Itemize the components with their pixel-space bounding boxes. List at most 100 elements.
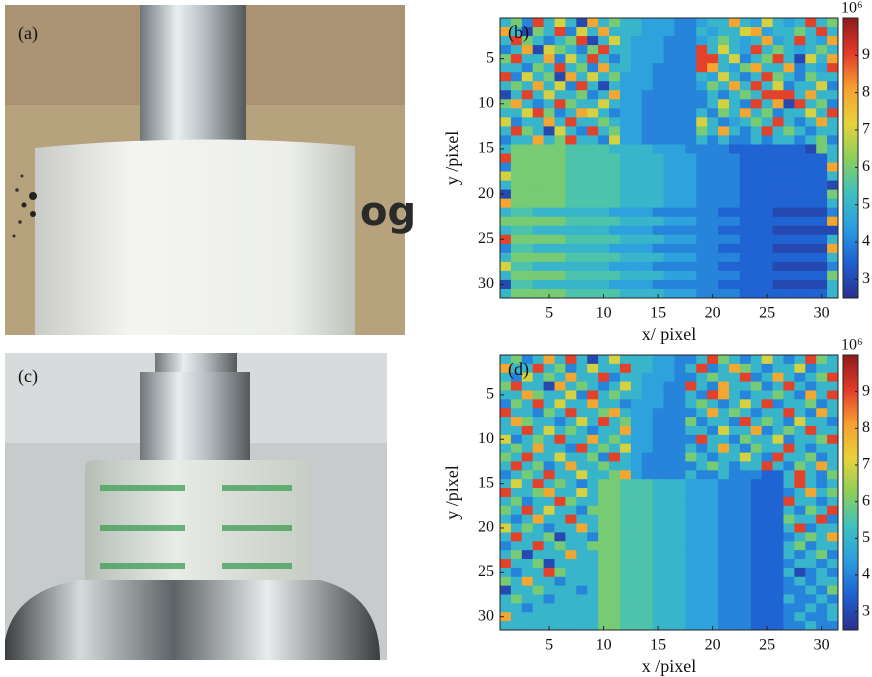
- heatmap-cell: [816, 435, 827, 444]
- heatmap-cell: [555, 364, 566, 373]
- heatmap-cell: [511, 408, 522, 417]
- heatmap-cell: [631, 36, 642, 45]
- heatmap-cell: [533, 208, 544, 217]
- heatmap-cell: [653, 595, 664, 604]
- heatmap-cell: [555, 479, 566, 488]
- heatmap-cell: [674, 515, 685, 524]
- y-tick-label: 5: [486, 49, 494, 66]
- heatmap-cell: [696, 172, 707, 181]
- heatmap-cell: [718, 550, 729, 559]
- heatmap-cell: [773, 453, 784, 462]
- heatmap-cell: [685, 235, 696, 244]
- heatmap-cell: [587, 382, 598, 391]
- heatmap-cell: [642, 81, 653, 90]
- heatmap-cell: [707, 497, 718, 506]
- heatmap-cell: [620, 603, 631, 612]
- heatmap-cell: [773, 135, 784, 144]
- heatmap-cell: [642, 99, 653, 108]
- heatmap-cell: [620, 144, 631, 153]
- heatmap-cell: [664, 153, 675, 162]
- heatmap-cell: [729, 568, 740, 577]
- heatmap-cell: [555, 497, 566, 506]
- heatmap-cell: [794, 417, 805, 426]
- heatmap-cell: [555, 559, 566, 568]
- heatmap-cell: [729, 453, 740, 462]
- heatmap-cell: [794, 532, 805, 541]
- heatmap-cell: [664, 72, 675, 81]
- heatmap-cell: [729, 497, 740, 506]
- heatmap-cell: [816, 453, 827, 462]
- heatmap-cell: [598, 244, 609, 253]
- heatmap-cell: [631, 586, 642, 595]
- heatmap-cell: [598, 515, 609, 524]
- heatmap-cell: [544, 108, 555, 117]
- heatmap-cell: [827, 417, 838, 426]
- heatmap-cell: [696, 54, 707, 63]
- heatmap-cell: [653, 217, 664, 226]
- heatmap-cell: [816, 461, 827, 470]
- heatmap-cell: [740, 461, 751, 470]
- heatmap-cell: [783, 208, 794, 217]
- heatmap-cell: [696, 153, 707, 162]
- heatmap-cell: [674, 577, 685, 586]
- colorbar: [843, 18, 858, 298]
- heatmap-cell: [664, 497, 675, 506]
- heatmap-cell: [805, 524, 816, 533]
- heatmap-cell: [642, 235, 653, 244]
- heatmap-cell: [555, 595, 566, 604]
- heatmap-cell: [522, 108, 533, 117]
- heatmap-cell: [631, 595, 642, 604]
- heatmap-cell: [674, 417, 685, 426]
- heatmap-cell: [631, 27, 642, 36]
- heatmap-cell: [805, 163, 816, 172]
- heatmap-cell: [794, 126, 805, 135]
- heatmap-cell: [609, 568, 620, 577]
- heatmap-cell: [565, 586, 576, 595]
- heatmap-cell: [576, 541, 587, 550]
- heatmap-cell: [707, 586, 718, 595]
- heatmap-cell: [511, 444, 522, 453]
- heatmap-cell: [696, 612, 707, 621]
- heatmap-cell: [609, 435, 620, 444]
- heatmap-cell: [783, 45, 794, 54]
- heatmap-cell: [533, 226, 544, 235]
- heatmap-cell: [587, 479, 598, 488]
- heatmap-cell: [544, 199, 555, 208]
- heatmap-cell: [511, 72, 522, 81]
- heatmap-cell: [751, 577, 762, 586]
- heatmap-cell: [674, 595, 685, 604]
- heatmap-cell: [805, 417, 816, 426]
- heatmap-cell: [773, 36, 784, 45]
- heatmap-cell: [620, 470, 631, 479]
- heatmap-cell: [609, 603, 620, 612]
- heatmap-cell: [609, 408, 620, 417]
- heatmap-cell: [696, 488, 707, 497]
- heatmap-cell: [544, 172, 555, 181]
- heatmap-cell: [783, 163, 794, 172]
- colorbar-tick-label: 3: [862, 270, 870, 287]
- colorbar-unit: 10⁶: [841, 0, 863, 17]
- heatmap-cell: [751, 99, 762, 108]
- heatmap-cell: [664, 199, 675, 208]
- heatmap-cell: [762, 586, 773, 595]
- heatmap-cell: [565, 515, 576, 524]
- heatmap-cell: [653, 568, 664, 577]
- heatmap-cell: [598, 27, 609, 36]
- heatmap-cell: [762, 208, 773, 217]
- heatmap-cell: [794, 595, 805, 604]
- heatmap-cell: [653, 444, 664, 453]
- heatmap-cell: [653, 586, 664, 595]
- heatmap-cell: [565, 559, 576, 568]
- heatmap-cell: [783, 559, 794, 568]
- heatmap-cell: [620, 559, 631, 568]
- heatmap-cell: [544, 126, 555, 135]
- heatmap-cell: [827, 181, 838, 190]
- heatmap-cell: [816, 271, 827, 280]
- heatmap-cell: [664, 18, 675, 27]
- heatmap-cell: [587, 524, 598, 533]
- heatmap-cell: [696, 235, 707, 244]
- heatmap-cell: [740, 63, 751, 72]
- heatmap-cell: [773, 244, 784, 253]
- heatmap-cell: [587, 226, 598, 235]
- heatmap-cell: [827, 426, 838, 435]
